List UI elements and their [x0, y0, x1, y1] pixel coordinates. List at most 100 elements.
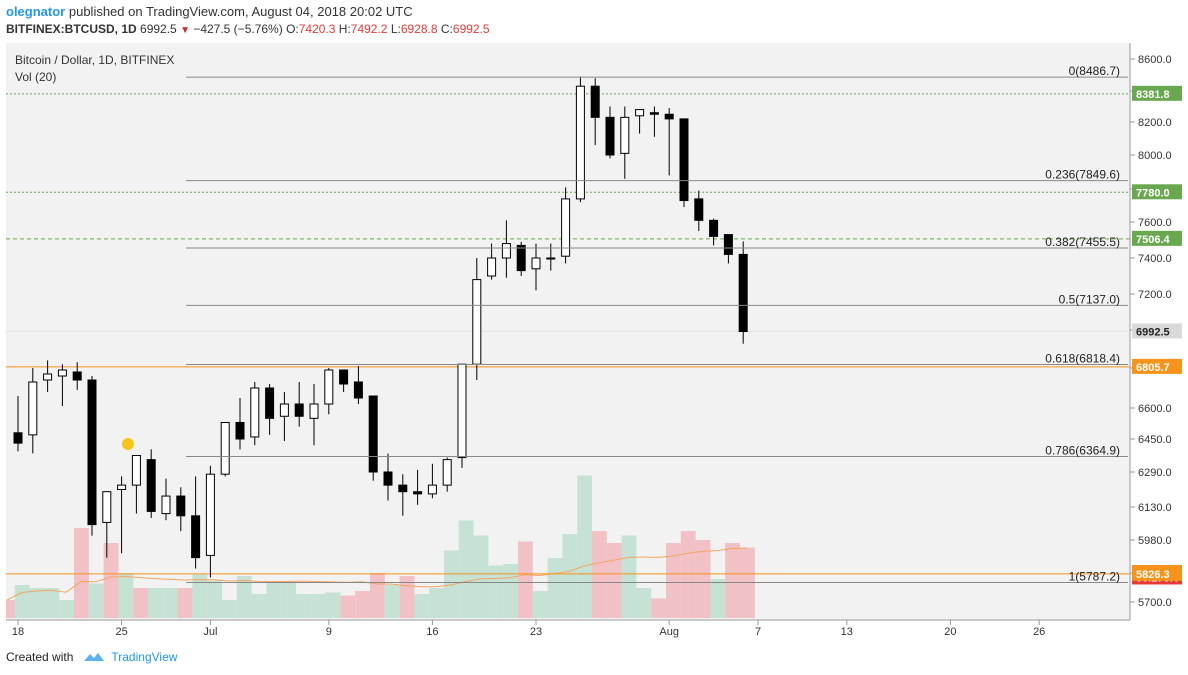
candle-body[interactable]: [205, 473, 215, 556]
candle-body[interactable]: [561, 198, 571, 257]
candle-body[interactable]: [191, 515, 201, 559]
volume-bar: [384, 585, 400, 618]
candle-body[interactable]: [57, 369, 67, 377]
candle-body[interactable]: [590, 85, 600, 118]
candle-body[interactable]: [279, 403, 289, 417]
candle-body[interactable]: [531, 257, 541, 270]
candle-body[interactable]: [368, 395, 378, 473]
candle-body[interactable]: [294, 403, 304, 417]
candle-body[interactable]: [723, 234, 733, 255]
candle-body[interactable]: [738, 253, 748, 333]
candle-body[interactable]: [324, 369, 334, 405]
y-axis-label: 5700.0: [1138, 597, 1172, 609]
candle-body[interactable]: [13, 432, 23, 444]
candle-body[interactable]: [131, 455, 141, 486]
fib-level-label: 0(8486.7): [1069, 64, 1120, 78]
candle-body[interactable]: [161, 495, 171, 515]
candle-body[interactable]: [353, 381, 363, 399]
candle-body[interactable]: [72, 371, 82, 381]
candle-body[interactable]: [457, 363, 467, 459]
candle-body[interactable]: [220, 421, 230, 475]
candle-body[interactable]: [709, 219, 719, 237]
candle-body[interactable]: [649, 112, 659, 115]
candle-body[interactable]: [117, 484, 127, 490]
candle-body[interactable]: [398, 484, 408, 493]
volume-bar: [177, 588, 193, 618]
candle-body[interactable]: [250, 387, 260, 438]
candle-body[interactable]: [664, 113, 674, 120]
candle-body[interactable]: [427, 484, 437, 495]
candle-body[interactable]: [472, 279, 482, 365]
price-tag-label: 7506.4: [1136, 234, 1171, 246]
y-axis-label: 7400.0: [1138, 253, 1172, 265]
price-chart[interactable]: 0(8486.7) 0.236(7849.6) 0.382(7455.5) 0.5(7…: [6, 43, 1182, 640]
candle-body[interactable]: [383, 471, 393, 486]
last-price: 6992.5: [140, 22, 177, 36]
candle-body[interactable]: [176, 495, 186, 517]
volume-bar: [103, 543, 119, 618]
y-axis-label: 8000.0: [1138, 150, 1172, 162]
candle-body[interactable]: [146, 459, 156, 512]
volume-bar: [606, 543, 622, 618]
price-tag-label: 8381.8: [1136, 89, 1170, 101]
price-tag-label: 7780.0: [1136, 187, 1170, 199]
open-value: 7420.3: [298, 22, 336, 36]
volume-bar: [296, 594, 311, 618]
tradingview-link[interactable]: TradingView: [111, 650, 178, 664]
x-axis-label: 26: [1033, 626, 1045, 638]
volume-bar: [370, 573, 385, 618]
candle-body[interactable]: [694, 198, 704, 221]
candle-body[interactable]: [413, 491, 423, 495]
candle-body[interactable]: [501, 243, 511, 259]
x-axis-label: Aug: [659, 626, 679, 638]
volume-bar: [148, 588, 163, 618]
author-link[interactable]: olegnator: [6, 4, 66, 19]
candle-body[interactable]: [516, 244, 526, 272]
candle-body[interactable]: [487, 257, 497, 277]
y-axis-label: 6290.0: [1138, 467, 1172, 479]
high-value: 7492.2: [350, 22, 388, 36]
volume-bar: [518, 541, 533, 618]
volume-bar: [444, 550, 459, 618]
candle-body[interactable]: [442, 459, 452, 486]
candle-body[interactable]: [679, 118, 689, 202]
candle-body[interactable]: [309, 403, 319, 419]
volume-bar: [59, 600, 74, 618]
y-axis-label: 6450.0: [1138, 434, 1172, 446]
high-label: H:: [338, 22, 351, 36]
footer: Created with TradingView: [6, 650, 177, 664]
volume-bar: [621, 535, 637, 618]
x-axis-label: 25: [115, 626, 127, 638]
candle-body[interactable]: [102, 491, 112, 523]
volume-bar: [192, 574, 208, 618]
x-axis-label: 16: [426, 626, 438, 638]
price-tag-label: 6992.5: [1136, 326, 1170, 338]
volume-bar: [532, 591, 548, 618]
candle-body[interactable]: [87, 379, 97, 526]
volume-bar: [310, 594, 326, 618]
candle-body[interactable]: [43, 373, 53, 381]
volume-bar: [325, 592, 341, 618]
candle-body[interactable]: [635, 109, 645, 117]
volume-bar: [577, 475, 592, 618]
volume-bar: [162, 588, 178, 618]
candle-body[interactable]: [575, 85, 585, 200]
price-tag: [1132, 230, 1182, 246]
volume-bar: [74, 528, 89, 618]
close-label: C:: [440, 22, 453, 36]
candle-body[interactable]: [620, 116, 630, 154]
candle-body[interactable]: [605, 116, 615, 156]
volume-bar: [44, 588, 60, 618]
x-axis-label: 20: [944, 626, 956, 638]
event-marker[interactable]: [122, 438, 134, 450]
y-axis-label: 5980.0: [1138, 535, 1172, 547]
candle-body[interactable]: [546, 257, 556, 260]
down-arrow-icon: ▼: [180, 25, 190, 36]
ohlc-bar: BITFINEX:BTCUSD, 1D 6992.5 ▼ −427.5 (−5.…: [6, 22, 490, 36]
candle-body[interactable]: [265, 387, 275, 419]
candle-body[interactable]: [28, 381, 38, 436]
x-axis-label: 23: [530, 626, 542, 638]
candle-body[interactable]: [339, 369, 349, 385]
price-tag-label: 6805.7: [1136, 362, 1170, 374]
candle-body[interactable]: [235, 421, 245, 440]
